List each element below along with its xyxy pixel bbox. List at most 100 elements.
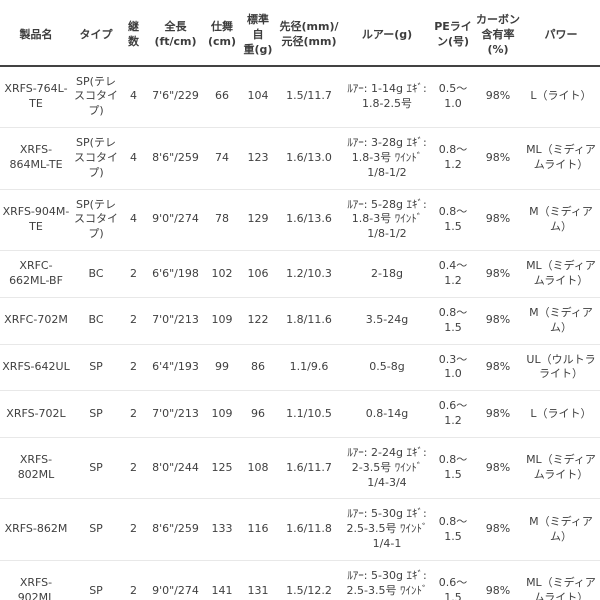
cell-type: SP — [72, 390, 120, 438]
cell-power: ML（ミディアムライト） — [522, 437, 600, 500]
cell-weight: 131 — [240, 560, 276, 600]
table-row: XRFS-802ML SP 2 8'0"/244 125 108 1.6/11.7 ﾙｱｰ: … — [0, 437, 600, 500]
cell-pe: 0.6～ 1.2 — [432, 390, 474, 438]
cell-power: L（ライト） — [522, 65, 600, 129]
cell-pieces: 2 — [120, 297, 147, 345]
cell-length: 6'6"/198 — [147, 250, 204, 298]
cell-lure: ﾙｱｰ: 1-14g ｴｷﾞ: 1.8-2.5号 — [342, 65, 432, 129]
cell-diameter: 1.1/10.5 — [276, 390, 342, 438]
cell-carbon: 98% — [474, 498, 522, 561]
cell-pieces: 2 — [120, 498, 147, 561]
cell-pieces: 4 — [120, 189, 147, 252]
table-row: XRFS-642UL SP 2 6'4"/193 99 86 1.1/9.6 0.5-8g 0.… — [0, 344, 600, 392]
cell-pe: 0.8～ 1.2 — [432, 127, 474, 190]
cell-carbon: 98% — [474, 189, 522, 252]
cell-type: SP — [72, 560, 120, 600]
table-row: XRFS-864ML-TE SP(テレスコタイプ) 4 8'6"/259 74 123 1.… — [0, 127, 600, 190]
cell-pieces: 2 — [120, 250, 147, 298]
cell-lure: 2-18g — [342, 250, 432, 298]
cell-weight: 106 — [240, 250, 276, 298]
cell-weight: 129 — [240, 189, 276, 252]
cell-lure: ﾙｱｰ: 3-28g ｴｷﾞ: 1.8-3号 ﾜｲﾝﾄﾞ 1/8-1/2 — [342, 127, 432, 190]
cell-closed: 102 — [204, 250, 240, 298]
column-header-product: 製品名 — [0, 0, 72, 67]
cell-product: XRFS-802ML — [0, 437, 72, 500]
column-header-weight: 標準自 重(g) — [240, 0, 276, 67]
cell-pe: 0.4～ 1.2 — [432, 250, 474, 298]
cell-product: XRFC-702M — [0, 297, 72, 345]
cell-carbon: 98% — [474, 250, 522, 298]
cell-type: BC — [72, 250, 120, 298]
cell-power: ML（ミディアムライト） — [522, 560, 600, 600]
cell-diameter: 1.6/11.8 — [276, 498, 342, 561]
cell-type: BC — [72, 297, 120, 345]
cell-carbon: 98% — [474, 560, 522, 600]
cell-length: 8'6"/259 — [147, 127, 204, 190]
cell-power: M（ミディアム） — [522, 189, 600, 252]
cell-product: XRFS-864ML-TE — [0, 127, 72, 190]
cell-carbon: 98% — [474, 127, 522, 190]
table-row: XRFC-662ML-BF BC 2 6'6"/198 102 106 1.2/10.3 2-… — [0, 250, 600, 298]
cell-carbon: 98% — [474, 437, 522, 500]
cell-weight: 96 — [240, 390, 276, 438]
cell-product: XRFS-862M — [0, 498, 72, 561]
column-header-carbon: カーボン 含有率(%) — [474, 0, 522, 67]
cell-weight: 123 — [240, 127, 276, 190]
cell-diameter: 1.8/11.6 — [276, 297, 342, 345]
cell-diameter: 1.5/11.7 — [276, 65, 342, 129]
cell-pieces: 2 — [120, 344, 147, 392]
cell-length: 6'4"/193 — [147, 344, 204, 392]
cell-type: SP — [72, 344, 120, 392]
column-header-power: パワー — [522, 0, 600, 67]
cell-type: SP — [72, 437, 120, 500]
cell-closed: 109 — [204, 297, 240, 345]
cell-weight: 86 — [240, 344, 276, 392]
cell-pe: 0.8～ 1.5 — [432, 437, 474, 500]
cell-pieces: 2 — [120, 560, 147, 600]
column-header-length: 全長 (ft/cm) — [147, 0, 204, 67]
cell-closed: 141 — [204, 560, 240, 600]
cell-lure: 0.8-14g — [342, 390, 432, 438]
table-row: XRFS-902ML SP 2 9'0"/274 141 131 1.5/12.2 ﾙｱｰ: … — [0, 560, 600, 600]
cell-weight: 116 — [240, 498, 276, 561]
cell-length: 7'0"/213 — [147, 297, 204, 345]
cell-power: ML（ミディアムライト） — [522, 127, 600, 190]
cell-product: XRFS-904M-TE — [0, 189, 72, 252]
cell-length: 8'0"/244 — [147, 437, 204, 500]
table-body: XRFS-764L-TE SP(テレスコタイプ) 4 7'6"/229 66 104 1.5… — [0, 65, 600, 600]
table-row: XRFC-702M BC 2 7'0"/213 109 122 1.8/11.6 3.5-24… — [0, 297, 600, 345]
cell-pe: 0.3～ 1.0 — [432, 344, 474, 392]
cell-lure: 3.5-24g — [342, 297, 432, 345]
cell-lure: 0.5-8g — [342, 344, 432, 392]
cell-closed: 66 — [204, 65, 240, 129]
cell-closed: 133 — [204, 498, 240, 561]
cell-power: M（ミディアム） — [522, 297, 600, 345]
cell-pe: 0.6～ 1.5 — [432, 560, 474, 600]
cell-type: SP(テレスコタイプ) — [72, 189, 120, 252]
cell-pe: 0.8～ 1.5 — [432, 297, 474, 345]
cell-power: L（ライト） — [522, 390, 600, 438]
cell-carbon: 98% — [474, 344, 522, 392]
cell-carbon: 98% — [474, 297, 522, 345]
column-header-pe: PEライ ン(号) — [432, 0, 474, 67]
column-header-pieces: 継 数 — [120, 0, 147, 67]
table-header: 製品名 タイプ継 数全長 (ft/cm) 仕舞 (cm) 標準自 重(g) 先径(mm)… — [0, 0, 600, 67]
cell-pieces: 2 — [120, 390, 147, 438]
cell-type: SP(テレスコタイプ) — [72, 65, 120, 129]
cell-pe: 0.8～ 1.5 — [432, 498, 474, 561]
cell-weight: 108 — [240, 437, 276, 500]
table-row: XRFS-764L-TE SP(テレスコタイプ) 4 7'6"/229 66 104 1.5… — [0, 65, 600, 129]
cell-closed: 125 — [204, 437, 240, 500]
cell-lure: ﾙｱｰ: 5-28g ｴｷﾞ: 1.8-3号 ﾜｲﾝﾄﾞ 1/8-1/2 — [342, 189, 432, 252]
cell-diameter: 1.1/9.6 — [276, 344, 342, 392]
cell-closed: 99 — [204, 344, 240, 392]
cell-product: XRFS-764L-TE — [0, 65, 72, 129]
cell-carbon: 98% — [474, 65, 522, 129]
cell-type: SP(テレスコタイプ) — [72, 127, 120, 190]
cell-diameter: 1.6/11.7 — [276, 437, 342, 500]
table-row: XRFS-904M-TE SP(テレスコタイプ) 4 9'0"/274 78 129 1.6… — [0, 189, 600, 252]
column-header-closed: 仕舞 (cm) — [204, 0, 240, 67]
cell-power: ML（ミディアムライト） — [522, 250, 600, 298]
cell-pe: 0.8～ 1.5 — [432, 189, 474, 252]
